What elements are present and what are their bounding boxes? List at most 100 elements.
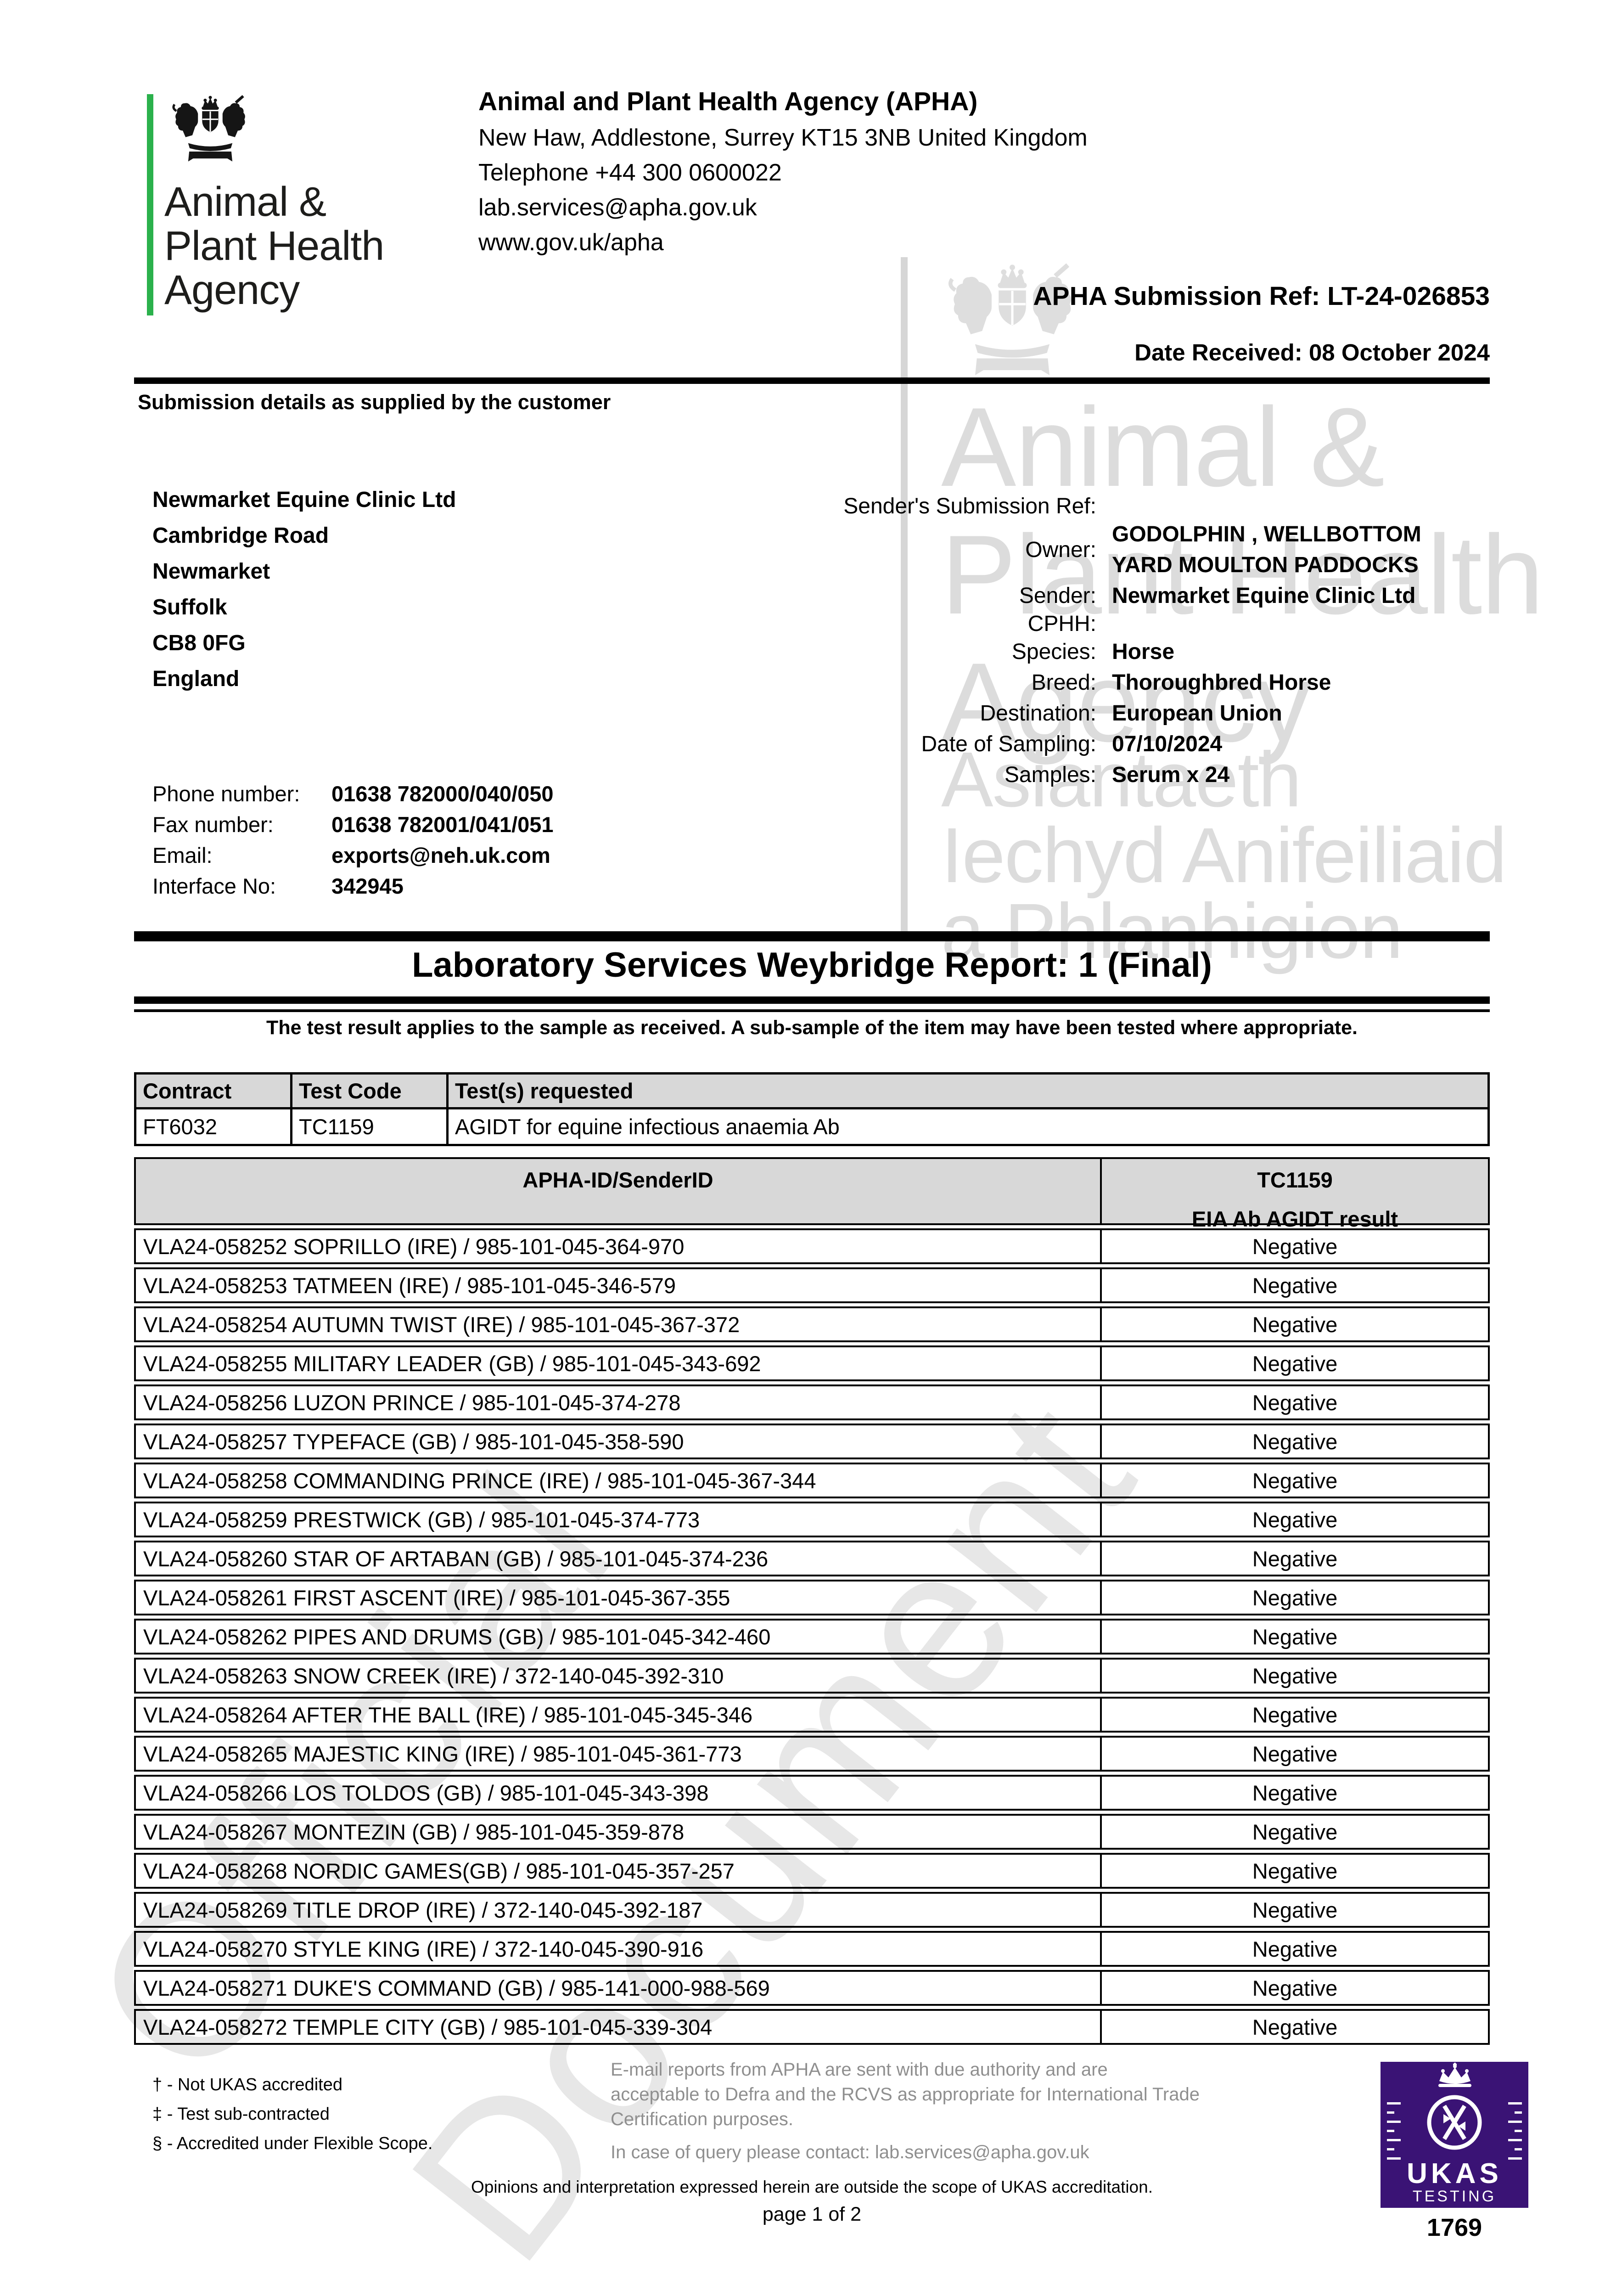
watermark-text: Asiantaeth	[941, 736, 1302, 823]
column-header: Test Code	[292, 1075, 449, 1107]
table-row: VLA24-058252 SOPRILLO (IRE) / 985-101-04…	[134, 1228, 1490, 1264]
report-title: Laboratory Services Weybridge Report: 1 …	[412, 945, 1212, 985]
column-header: Test(s) requested	[455, 1079, 634, 1103]
watermark-text: Animal &	[941, 384, 1385, 510]
contact-value: 01638 782001/041/051	[331, 812, 554, 837]
detail-label: CPHH:	[1027, 612, 1096, 636]
result-cell: Negative	[1252, 1273, 1338, 1298]
detail-row: Samples: Serum x 24	[689, 760, 1490, 790]
result-cell: Negative	[1252, 1312, 1338, 1337]
customer-address-line: Suffolk	[152, 595, 227, 619]
contact-label: Email:	[152, 843, 213, 867]
sample-id-cell: VLA24-058259 PRESTWICK (GB) / 985-101-04…	[136, 1503, 1102, 1536]
detail-label: Destination:	[980, 701, 1096, 726]
result-cell: Negative	[1252, 1936, 1338, 1961]
result-cell: Negative	[1252, 1546, 1338, 1571]
table-row: VLA24-058253 TATMEEN (IRE) / 985-101-045…	[134, 1267, 1490, 1303]
customer-address-line: CB8 0FG	[152, 631, 246, 655]
sample-id-cell: VLA24-058270 STYLE KING (IRE) / 372-140-…	[136, 1933, 1102, 1965]
contract-table-header: Contract Test Code Test(s) requested	[134, 1072, 1490, 1109]
footnote-line: § - Accredited under Flexible Scope.	[152, 2134, 433, 2153]
result-cell: Negative	[1252, 1858, 1338, 1883]
agency-contact-block: New Haw, Addlestone, Surrey KT15 3NB Uni…	[478, 120, 1088, 260]
detail-label: Species:	[1011, 640, 1096, 664]
customer-address-line: England	[152, 667, 240, 691]
logo-green-bar	[147, 94, 153, 315]
result-cell: Negative	[1252, 1780, 1338, 1805]
detail-label: Sender:	[1019, 584, 1096, 608]
agency-contact-line: New Haw, Addlestone, Surrey KT15 3NB Uni…	[478, 124, 1088, 151]
ukas-name: UKAS	[1407, 2158, 1502, 2189]
sample-id-cell: VLA24-058263 SNOW CREEK (IRE) / 372-140-…	[136, 1660, 1102, 1692]
detail-row: Date of Sampling: 07/10/2024	[689, 729, 1490, 760]
table-row: VLA24-058257 TYPEFACE (GB) / 985-101-045…	[134, 1424, 1490, 1459]
table-row: VLA24-058271 DUKE'S COMMAND (GB) / 985-1…	[134, 1970, 1490, 2006]
result-column-header: TC1159 EIA Ab AGIDT result	[1102, 1159, 1488, 1231]
contact-value: exports@neh.uk.com	[331, 843, 550, 867]
section-heading: Submission details as supplied by the cu…	[138, 390, 611, 414]
customer-contact-block: Phone number: 01638 782000/040/050 Fax n…	[152, 778, 703, 901]
report-note: The test result applies to the sample as…	[134, 1014, 1490, 1041]
detail-value: 07/10/2024	[1112, 732, 1223, 756]
query-contact-line: In case of query please contact: lab.ser…	[611, 2142, 1089, 2162]
submission-details: Sender's Submission Ref: Owner: GODOLPHI…	[689, 494, 1490, 790]
sample-id-cell: VLA24-058269 TITLE DROP (IRE) / 372-140-…	[136, 1894, 1102, 1926]
detail-row: Breed: Thoroughbred Horse	[689, 667, 1490, 698]
contract-table: Contract Test Code Test(s) requested FT6…	[134, 1072, 1490, 1146]
sample-id-cell: VLA24-058254 AUTUMN TWIST (IRE) / 985-10…	[136, 1308, 1102, 1340]
email-notice-lines: E-mail reports from APHA are sent with d…	[611, 2057, 1359, 2132]
table-row: VLA24-058261 FIRST ASCENT (IRE) / 985-10…	[134, 1580, 1490, 1615]
email-notice-line: E-mail reports from APHA are sent with d…	[611, 2060, 1108, 2080]
result-cell: Negative	[1252, 1390, 1338, 1415]
watermark-logo-bar	[901, 257, 908, 932]
result-cell: Negative	[1252, 1897, 1338, 1922]
ukas-testing-badge: UKAS TESTING	[1381, 2062, 1528, 2208]
table-row: VLA24-058267 MONTEZIN (GB) / 985-101-045…	[134, 1814, 1490, 1850]
table-row: VLA24-058258 COMMANDING PRINCE (IRE) / 9…	[134, 1463, 1490, 1498]
logo-wordmark-line: Plant Health	[164, 223, 384, 269]
contact-label: Interface No:	[152, 874, 276, 898]
email-notice-line: Certification purposes.	[611, 2109, 793, 2129]
agency-title: Animal and Plant Health Agency (APHA)	[478, 87, 978, 116]
table-row: VLA24-058270 STYLE KING (IRE) / 372-140-…	[134, 1931, 1490, 1967]
detail-row: Sender's Submission Ref:	[689, 494, 1490, 519]
result-cell: Negative	[1252, 1975, 1338, 2000]
customer-address-line: Newmarket	[152, 559, 270, 584]
column-header: Contract	[136, 1075, 292, 1107]
report-note-text: The test result applies to the sample as…	[266, 1017, 1358, 1039]
sample-id-cell: VLA24-058272 TEMPLE CITY (GB) / 985-101-…	[136, 2011, 1102, 2043]
contact-row: Phone number: 01638 782000/040/050	[152, 778, 703, 809]
result-cell: Negative	[1252, 1585, 1338, 1610]
ukas-ruler-ticks	[1387, 2102, 1522, 2160]
watermark-text: Iechyd Anifeiliaid	[941, 812, 1507, 899]
table-row: VLA24-058264 AFTER THE BALL (IRE) / 985-…	[134, 1697, 1490, 1733]
ukas-circle-mark-icon	[1427, 2095, 1482, 2150]
table-row: VLA24-058263 SNOW CREEK (IRE) / 372-140-…	[134, 1658, 1490, 1694]
detail-label: Date of Sampling:	[921, 732, 1096, 756]
sample-id-cell: VLA24-058264 AFTER THE BALL (IRE) / 985-…	[136, 1699, 1102, 1731]
contact-value: 342945	[331, 874, 404, 898]
table-row: VLA24-058262 PIPES AND DRUMS (GB) / 985-…	[134, 1619, 1490, 1654]
detail-label: Breed:	[1031, 670, 1096, 695]
agency-contact-line: Telephone +44 300 0600022	[478, 159, 782, 186]
result-cell: Negative	[1252, 1234, 1338, 1259]
table-row: VLA24-058272 TEMPLE CITY (GB) / 985-101-…	[134, 2009, 1490, 2045]
detail-label: Owner:	[1025, 537, 1096, 562]
date-received: Date Received: 08 October 2024	[1134, 339, 1490, 366]
tests-requested-cell: AGIDT for equine infectious anaemia Ab	[455, 1114, 840, 1139]
divider	[134, 377, 1490, 384]
result-cell: Negative	[1252, 1624, 1338, 1649]
sample-id-cell: VLA24-058253 TATMEEN (IRE) / 985-101-045…	[136, 1269, 1102, 1301]
table-row: VLA24-058260 STAR OF ARTABAN (GB) / 985-…	[134, 1541, 1490, 1576]
id-column-header: APHA-ID/SenderID	[136, 1159, 1102, 1223]
result-cell: Negative	[1252, 1702, 1338, 1727]
detail-value: GODOLPHIN , WELLBOTTOM YARD MOULTON PADD…	[1112, 522, 1421, 577]
watermark-text: Agency	[941, 639, 1312, 765]
apha-submission-ref: APHA Submission Ref: LT-24-026853	[1033, 281, 1490, 311]
divider	[134, 931, 1490, 941]
result-cell: Negative	[1252, 1351, 1338, 1376]
result-header-test-code: TC1159	[1257, 1168, 1333, 1192]
table-row: VLA24-058255 MILITARY LEADER (GB) / 985-…	[134, 1345, 1490, 1381]
footnotes: † - Not UKAS accredited ‡ - Test sub-cont…	[152, 2070, 432, 2158]
table-row: VLA24-058269 TITLE DROP (IRE) / 372-140-…	[134, 1892, 1490, 1928]
